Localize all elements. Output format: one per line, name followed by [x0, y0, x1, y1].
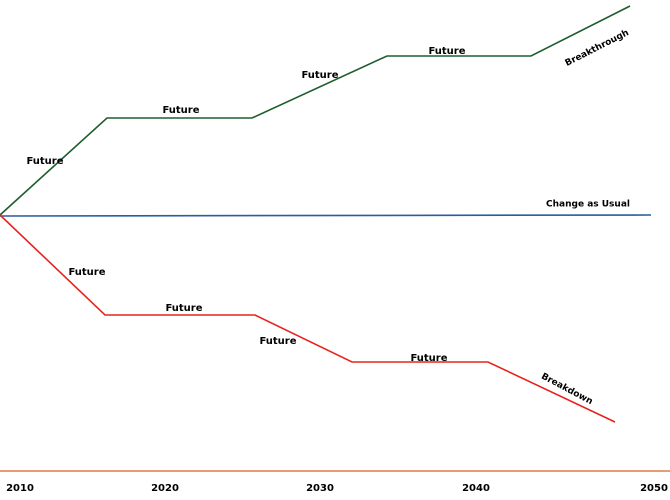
- segment-label: Future: [428, 46, 465, 57]
- segment-label: Future: [165, 303, 202, 314]
- segment-label: Future: [259, 336, 296, 347]
- breakthrough-line: [0, 5, 631, 216]
- segment-label: Future: [301, 70, 338, 81]
- axis-label: 2010: [6, 483, 34, 494]
- change-as-usual-line: [0, 214, 652, 217]
- segment-label: Future: [410, 353, 447, 364]
- axis-label: 2020: [151, 483, 179, 494]
- segment-label: Future: [68, 267, 105, 278]
- axis-label: 2050: [640, 483, 668, 494]
- axis-label: 2040: [462, 483, 490, 494]
- axis-label: 2030: [306, 483, 334, 494]
- segment-label: Future: [162, 105, 199, 116]
- breakdown-line: [0, 214, 616, 423]
- segment-label: Future: [26, 156, 63, 167]
- scenario-label: Change as Usual: [546, 200, 630, 210]
